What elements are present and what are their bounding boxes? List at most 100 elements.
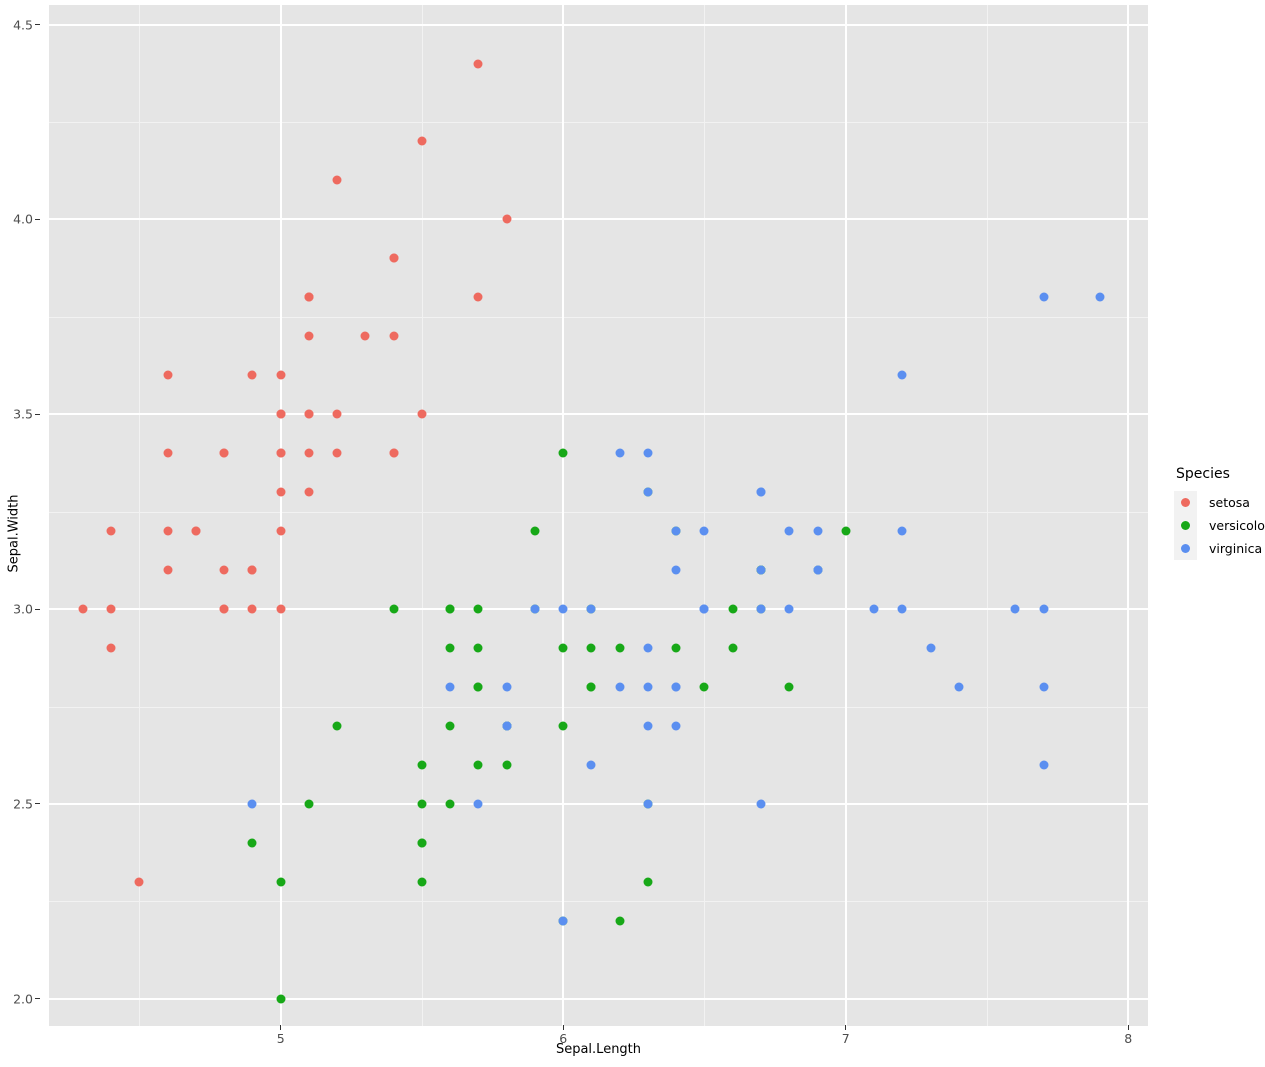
data-point xyxy=(643,487,653,497)
data-point xyxy=(615,682,625,692)
data-point xyxy=(417,760,427,770)
data-point xyxy=(276,604,286,614)
y-tick-label: 3.0 xyxy=(13,601,33,617)
data-point xyxy=(389,331,399,341)
data-point xyxy=(643,721,653,731)
data-point xyxy=(699,604,709,614)
legend-point-icon xyxy=(1181,544,1190,553)
legend-point-icon xyxy=(1181,498,1190,507)
gridline-major-vertical xyxy=(562,5,565,1026)
legend-item-setosa[interactable]: setosa xyxy=(1174,491,1260,514)
data-point xyxy=(219,565,229,575)
data-point xyxy=(445,604,455,614)
gridline-minor-vertical xyxy=(987,5,988,1026)
data-point xyxy=(615,916,625,926)
gridline-major-horizontal xyxy=(49,802,1148,805)
data-point xyxy=(473,292,483,302)
gridline-minor-horizontal xyxy=(49,316,1148,318)
data-point xyxy=(473,604,483,614)
data-point xyxy=(897,526,907,536)
gridline-major-vertical xyxy=(1127,5,1130,1026)
y-tick-mark xyxy=(35,803,40,805)
data-point xyxy=(643,799,653,809)
data-point xyxy=(247,565,257,575)
data-point xyxy=(954,682,964,692)
data-point xyxy=(728,643,738,653)
data-point xyxy=(897,604,907,614)
data-point xyxy=(163,448,173,458)
data-point xyxy=(558,643,568,653)
x-tick-mark xyxy=(1127,1025,1129,1030)
data-point xyxy=(671,643,681,653)
x-axis-title-text: Sepal.Length xyxy=(555,1042,642,1057)
data-point xyxy=(813,526,822,536)
gridline-minor-vertical xyxy=(421,5,423,1026)
y-tick-label: 3.5 xyxy=(13,406,33,422)
gridline-major-horizontal xyxy=(49,218,1148,221)
legend-key xyxy=(1174,491,1197,514)
data-point xyxy=(219,448,229,458)
legend: Species setosa versicolor virginica xyxy=(1174,466,1265,560)
data-point xyxy=(643,682,653,692)
data-point xyxy=(417,877,427,887)
data-point xyxy=(926,643,935,653)
data-point xyxy=(473,799,483,809)
data-point xyxy=(163,370,173,380)
data-point xyxy=(586,682,596,692)
data-point xyxy=(389,253,399,263)
data-point xyxy=(304,448,314,458)
gridline-major-vertical xyxy=(279,5,282,1026)
gridline-minor-vertical xyxy=(704,5,706,1026)
data-point xyxy=(502,721,512,731)
data-point xyxy=(502,682,512,692)
data-point xyxy=(1039,292,1048,302)
data-point xyxy=(247,370,257,380)
data-point xyxy=(360,331,370,341)
legend-point-icon xyxy=(1181,521,1190,530)
data-point xyxy=(417,136,427,146)
data-point xyxy=(671,565,681,575)
y-tick-mark xyxy=(35,24,40,25)
data-point xyxy=(558,916,568,926)
legend-key xyxy=(1174,514,1197,537)
data-point xyxy=(276,370,286,380)
data-point xyxy=(558,604,568,614)
data-point xyxy=(304,331,314,341)
data-point xyxy=(473,682,483,692)
gridline-major-horizontal xyxy=(49,608,1148,610)
data-point xyxy=(389,448,399,458)
y-axis-title: Sepal.Width xyxy=(5,0,23,1067)
data-point xyxy=(643,877,653,887)
data-point xyxy=(784,526,794,536)
gridline-minor-horizontal xyxy=(49,511,1148,513)
y-tick-label: 4.5 xyxy=(13,17,33,32)
gridline-major-horizontal xyxy=(49,997,1148,1000)
data-point xyxy=(586,643,596,653)
y-tick-label: 4.0 xyxy=(13,211,33,227)
data-point xyxy=(247,799,257,809)
data-point xyxy=(615,448,625,458)
y-tick-mark xyxy=(35,218,40,220)
data-point xyxy=(643,643,653,653)
y-tick-label: 2.0 xyxy=(13,991,33,1007)
legend-item-virginica[interactable]: virginica xyxy=(1174,537,1263,560)
y-tick-mark xyxy=(35,998,40,1000)
x-tick-label: 7 xyxy=(841,1031,850,1046)
data-point xyxy=(304,409,314,419)
legend-label: setosa xyxy=(1209,495,1250,510)
data-point xyxy=(332,721,342,731)
data-point xyxy=(332,175,342,185)
data-point xyxy=(417,838,427,848)
data-point xyxy=(445,643,455,653)
data-point xyxy=(417,799,427,809)
data-point xyxy=(276,409,286,419)
data-point xyxy=(841,526,851,536)
legend-item-versicolor[interactable]: versicolor xyxy=(1174,514,1265,537)
data-point xyxy=(276,994,286,1004)
y-tick-label: 2.5 xyxy=(13,796,33,812)
data-point xyxy=(586,760,596,770)
legend-label: virginica xyxy=(1209,541,1263,556)
legend-title: Species xyxy=(1176,466,1230,482)
data-point xyxy=(530,604,540,614)
data-point xyxy=(699,682,709,692)
